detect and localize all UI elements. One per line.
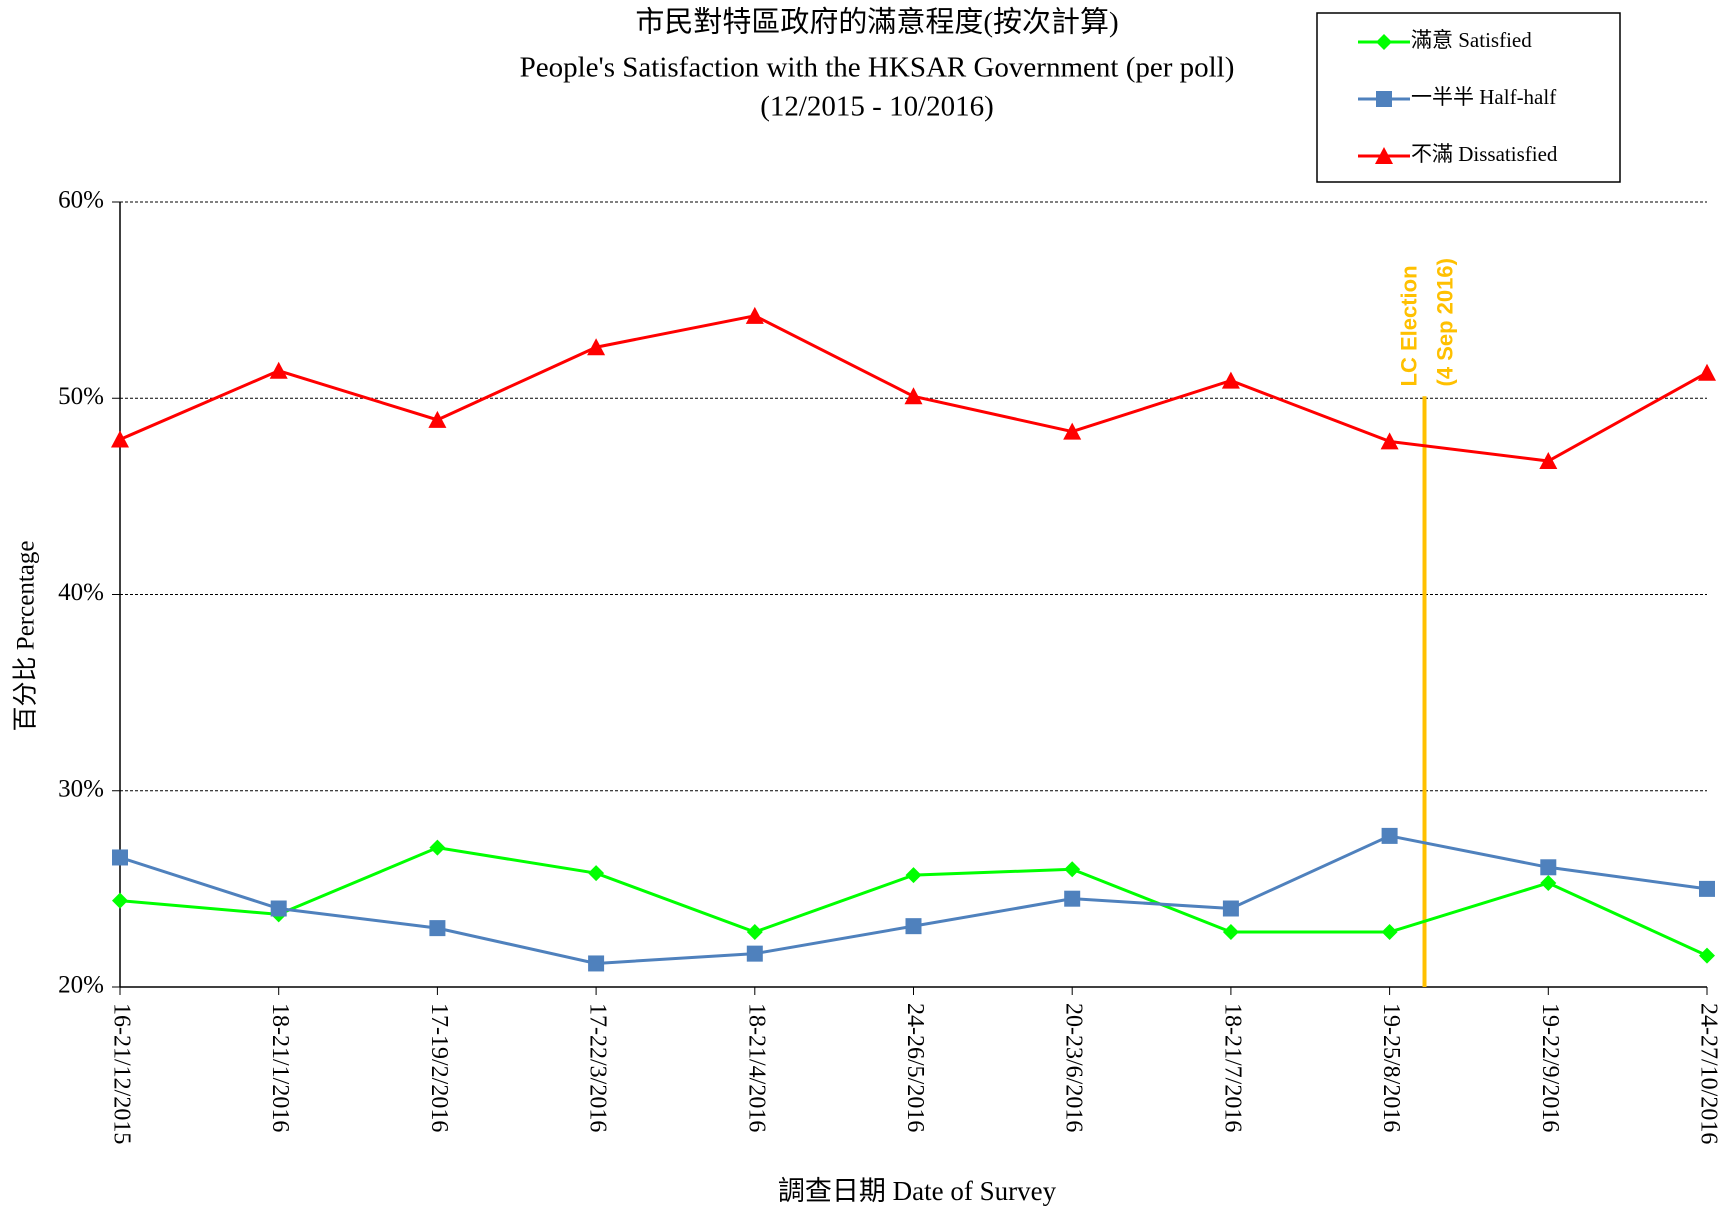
marker (1064, 861, 1081, 878)
marker (270, 900, 287, 917)
marker (1540, 874, 1557, 891)
marker (111, 430, 129, 448)
legend-label: 滿意 Satisfied (1411, 28, 1532, 52)
marker (587, 338, 606, 356)
marker (1063, 422, 1082, 440)
x-tick-label: 18-21/1/2016 (267, 1003, 293, 1132)
marker (1221, 371, 1240, 389)
y-tick-label: 20% (58, 972, 104, 999)
x-tick-label: 16-21/12/2015 (108, 1003, 134, 1144)
x-tick-label: 18-21/4/2016 (743, 1003, 769, 1132)
marker (588, 955, 605, 972)
marker (905, 918, 922, 935)
marker (112, 849, 128, 866)
legend-label: 不滿 Dissatisfied (1411, 142, 1558, 166)
marker (1381, 827, 1398, 844)
x-axis-label: 調查日期 Date of Survey (778, 1176, 1057, 1206)
marker (1540, 859, 1557, 876)
x-tick-label: 17-22/3/2016 (585, 1003, 611, 1132)
x-tick-label: 24-27/10/2016 (1695, 1003, 1720, 1144)
marker (904, 387, 923, 405)
chart-title: 市民對特區政府的滿意程度(按次計算) (635, 6, 1118, 39)
x-tick-label: 18-21/7/2016 (1219, 1003, 1245, 1132)
y-tick-label: 50% (58, 383, 104, 410)
marker (746, 945, 763, 962)
y-tick-label: 40% (58, 579, 104, 606)
x-tick-label: 20-23/6/2016 (1061, 1003, 1087, 1132)
marker (1222, 924, 1239, 941)
annotation-text: LC Election (1396, 265, 1421, 386)
marker (746, 924, 763, 941)
marker (429, 839, 446, 856)
legend-marker (1376, 91, 1392, 107)
marker (429, 920, 446, 937)
marker (1381, 924, 1398, 941)
marker (1698, 363, 1716, 381)
marker (745, 306, 764, 324)
y-axis-label: 百分比 Percentage (12, 541, 40, 732)
marker (112, 892, 128, 909)
chart-period: (12/2015 - 10/2016) (760, 91, 994, 123)
annotation-text: (4 Sep 2016) (1432, 258, 1457, 386)
series-line (119, 846, 1708, 957)
x-tick-label: 19-22/9/2016 (1537, 1003, 1563, 1132)
y-tick-label: 30% (58, 775, 104, 802)
marker (1064, 890, 1081, 907)
y-tick-label: 60% (58, 187, 104, 214)
series-line (119, 834, 1708, 965)
legend-marker (1376, 34, 1392, 50)
chart-subtitle: People's Satisfaction with the HKSAR Gov… (520, 52, 1235, 84)
marker (428, 410, 447, 428)
marker (588, 865, 605, 882)
x-tick-label: 19-25/8/2016 (1378, 1003, 1404, 1132)
marker (1699, 947, 1715, 964)
marker (1539, 452, 1558, 470)
marker (269, 361, 288, 379)
legend-marker (1375, 147, 1393, 164)
x-tick-label: 24-26/5/2016 (902, 1003, 928, 1132)
marker (1222, 900, 1239, 917)
legend-label: 一半半 Half-half (1411, 85, 1556, 109)
marker (1380, 432, 1399, 450)
x-tick-label: 17-19/2/2016 (426, 1003, 452, 1132)
marker (1699, 880, 1715, 897)
marker (905, 867, 922, 884)
